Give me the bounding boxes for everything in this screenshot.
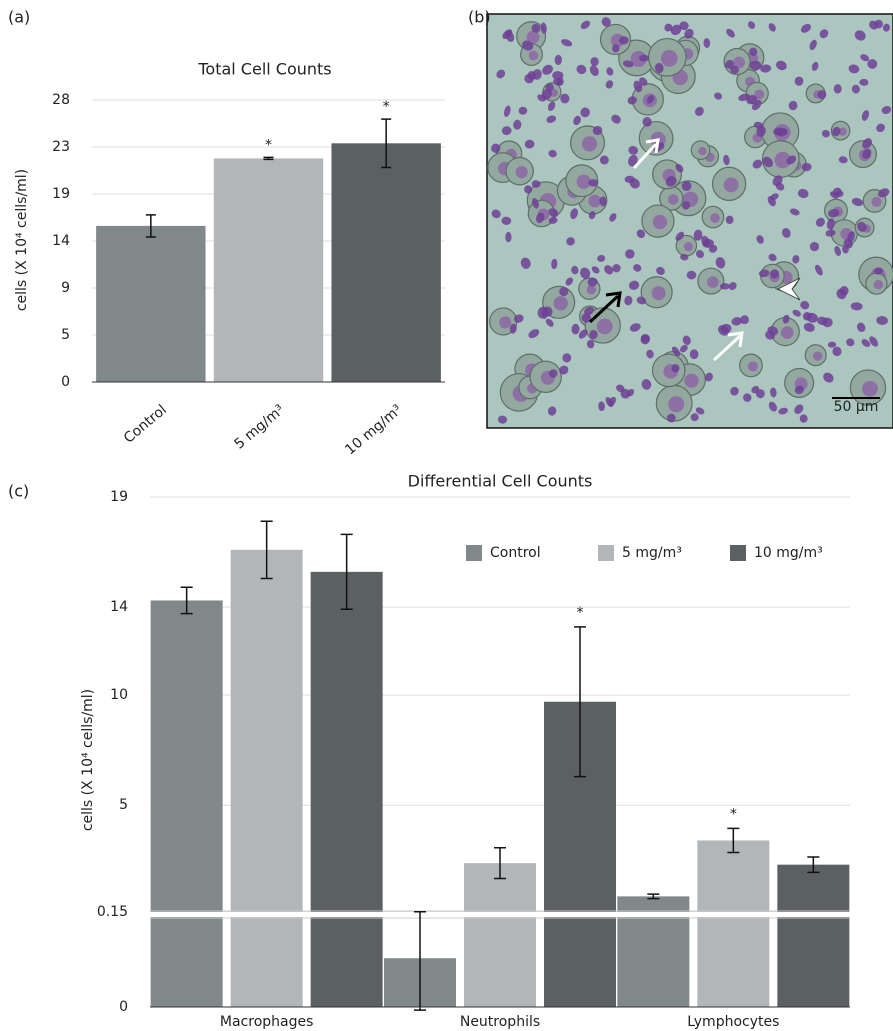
y-tick-label: 9	[61, 280, 70, 296]
cell-nucleus	[781, 326, 794, 339]
scale-bar-label: 50 µm	[834, 399, 879, 415]
legend-label: 10 mg/m³	[754, 545, 823, 561]
y-tick-label: 28	[52, 92, 70, 108]
cell-nucleus	[668, 396, 684, 412]
panel-label: (c)	[8, 482, 29, 501]
chart-title: Total Cell Counts	[197, 60, 331, 79]
cell-nucleus	[871, 197, 881, 207]
cell-nucleus	[516, 166, 528, 178]
cell-nucleus	[661, 50, 678, 67]
legend-swatch	[598, 545, 614, 561]
legend-label: 5 mg/m³	[622, 545, 682, 561]
y-axis-label: cells (X 10⁴ cells/ml)	[14, 169, 30, 311]
neutrophil	[720, 283, 730, 289]
axis-break	[150, 912, 850, 917]
y-tick-label: 19	[52, 186, 70, 202]
cell-nucleus	[707, 276, 719, 288]
y-tick-label: 19	[110, 489, 128, 505]
bar	[331, 143, 440, 382]
bar	[214, 158, 323, 382]
panel-label: (a)	[8, 8, 30, 27]
y-tick-label: 14	[110, 599, 128, 615]
cell-nucleus	[652, 286, 666, 300]
x-tick-label: Neutrophils	[460, 1014, 540, 1030]
bar	[96, 226, 205, 382]
cell-nucleus	[582, 136, 597, 151]
cell-nucleus	[874, 280, 883, 289]
cell-nucleus	[668, 194, 678, 204]
y-axis-label: cells (X 10⁴ cells/ml)	[80, 689, 96, 831]
y-tick-label: 0	[119, 999, 128, 1015]
chart-title: Differential Cell Counts	[408, 472, 593, 491]
legend-swatch	[466, 545, 482, 561]
y-tick-label: 23	[52, 139, 70, 155]
cell-nucleus	[653, 215, 667, 229]
x-tick-label: Control	[121, 402, 170, 447]
y-tick-label: 5	[119, 797, 128, 813]
bar	[697, 840, 769, 1007]
bar	[777, 865, 849, 1007]
panel-label: (b)	[468, 8, 491, 27]
significance-marker: *	[577, 605, 584, 621]
cell-nucleus	[724, 177, 739, 192]
figure: 50 µm (b) (a) Total Cell Counts cells (X 1…	[0, 0, 893, 1031]
y-tick-label: 0	[61, 374, 70, 390]
cell-nucleus	[698, 147, 706, 155]
cell-nucleus	[710, 213, 720, 223]
cell-nucleus	[499, 316, 511, 328]
significance-marker: *	[265, 137, 272, 153]
x-tick-label: Macrophages	[220, 1014, 314, 1030]
y-tick-label: 5	[61, 327, 70, 343]
significance-marker: *	[383, 99, 390, 115]
legend-label: Control	[490, 545, 541, 561]
micrograph: 50 µm	[487, 14, 893, 428]
cell-nucleus	[862, 381, 878, 397]
bar	[231, 550, 303, 1007]
y-tick-label: 0.15	[97, 904, 128, 920]
cell-nucleus	[587, 285, 597, 295]
y-tick-label: 10	[110, 687, 128, 703]
legend-swatch	[730, 545, 746, 561]
cell-nucleus	[684, 242, 693, 251]
cell-nucleus	[529, 51, 539, 61]
cell-nucleus	[588, 195, 601, 208]
cell-nucleus	[553, 296, 567, 310]
cell-nucleus	[684, 374, 698, 388]
y-tick-label: 14	[52, 233, 70, 249]
x-tick-label: Lymphocytes	[687, 1014, 779, 1030]
cell-nucleus	[597, 319, 613, 335]
cell-nucleus	[748, 361, 758, 371]
significance-marker: *	[730, 806, 737, 822]
x-tick-label: 10 mg/m³	[342, 402, 405, 458]
bar	[311, 572, 383, 1007]
cell-nucleus	[813, 351, 822, 360]
neutrophil	[749, 61, 761, 70]
bar	[464, 863, 536, 1007]
x-tick-label: 5 mg/m³	[232, 402, 288, 453]
bar	[151, 600, 223, 1007]
